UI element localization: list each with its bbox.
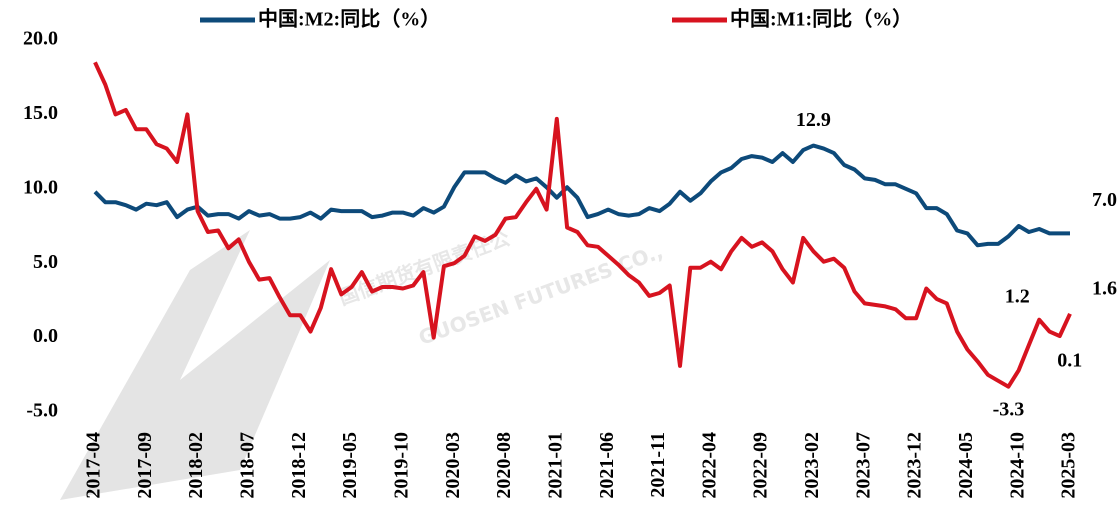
y-tick-label: 5.0 — [33, 251, 58, 273]
data-label: 0.1 — [1057, 350, 1082, 372]
data-label: 1.6 — [1092, 277, 1117, 299]
x-tick-label: 2017-04 — [83, 432, 105, 499]
data-label: 12.9 — [796, 109, 831, 131]
data-label: -3.3 — [993, 398, 1025, 420]
x-tick-label: 2018-02 — [185, 432, 207, 499]
x-tick-label: 2023-02 — [801, 432, 823, 499]
x-tick-label: 2018-07 — [237, 432, 259, 499]
watermark-logo — [60, 230, 330, 500]
series-line — [93, 61, 1072, 389]
data-label: 1.2 — [1005, 285, 1030, 307]
x-tick-label: 2021-06 — [596, 432, 618, 499]
x-tick-label: 2021-01 — [544, 432, 566, 499]
y-tick-label: 15.0 — [23, 102, 58, 124]
x-tick-label: 2021-11 — [647, 432, 669, 498]
x-tick-label: 2022-09 — [750, 432, 772, 499]
x-tick-label: 2019-10 — [390, 432, 412, 499]
x-tick-label: 2020-03 — [442, 432, 464, 499]
y-tick-label: 10.0 — [23, 176, 58, 198]
y-tick-label: 0.0 — [33, 325, 58, 347]
x-tick-label: 2022-04 — [698, 432, 720, 499]
x-tick-label: 2025-03 — [1058, 432, 1080, 499]
x-tick-label: 2024-05 — [955, 432, 977, 499]
data-label: 7.0 — [1092, 189, 1117, 211]
x-tick-label: 2023-12 — [904, 432, 926, 499]
x-tick-label: 2018-12 — [288, 432, 310, 499]
y-tick-label: 20.0 — [23, 28, 58, 50]
series-line — [93, 143, 1070, 248]
x-tick-label: 2024-10 — [1006, 432, 1028, 499]
x-tick-label: 2023-07 — [852, 432, 874, 499]
x-tick-label: 2019-05 — [339, 432, 361, 499]
legend-label: 中国:M2:同比（%） — [258, 7, 440, 31]
legend-label: 中国:M1:同比（%） — [730, 7, 912, 31]
x-tick-label: 2020-08 — [493, 432, 515, 499]
x-tick-label: 2017-09 — [134, 432, 156, 499]
y-tick-label: -5.0 — [26, 400, 58, 422]
